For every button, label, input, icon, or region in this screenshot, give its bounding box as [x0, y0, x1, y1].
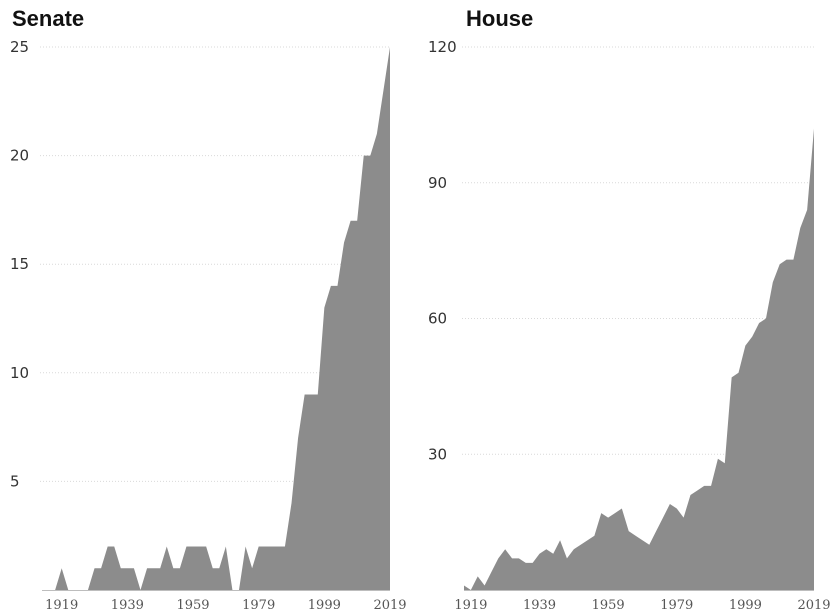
house-x-tick-label: 1959 [592, 598, 625, 613]
house-x-tick-label: 1939 [523, 598, 556, 613]
house-area-series [464, 128, 814, 590]
house-y-tick-label: 60 [428, 310, 447, 328]
house-x-tick-label: 1979 [660, 598, 693, 613]
house-x-tick-label: 1999 [729, 598, 762, 613]
senate-x-tick-label: 1979 [242, 598, 275, 613]
house-area-chart: 30 60 90 120 1919 1939 1959 1979 1999 2019 [428, 38, 831, 613]
senate-x-tick-label: 1939 [111, 598, 144, 613]
senate-chart-panel: Senate 5 10 15 20 25 1919 1939 1959 1979 1999 2019 [0, 0, 410, 615]
senate-y-tick-label: 20 [10, 147, 29, 165]
senate-y-tick-label: 25 [10, 38, 29, 56]
senate-x-tick-label: 1959 [176, 598, 209, 613]
senate-chart-title: Senate [12, 6, 85, 31]
senate-area-series [42, 47, 390, 590]
house-x-tick-label: 1919 [454, 598, 487, 613]
house-chart-title: House [466, 6, 534, 31]
house-y-tick-label: 30 [428, 445, 447, 463]
senate-area-chart: 5 10 15 20 25 1919 1939 1959 1979 1999 2019 [10, 38, 407, 613]
house-x-tick-label: 2019 [797, 598, 830, 613]
house-chart-panel: House 30 60 90 120 1919 1939 1959 1979 1999 2019 [420, 0, 834, 615]
house-y-tick-label: 120 [428, 38, 457, 56]
senate-y-tick-label: 5 [10, 472, 20, 490]
house-y-tick-label: 90 [428, 174, 447, 192]
senate-x-tick-label: 2019 [373, 598, 406, 613]
senate-y-tick-label: 10 [10, 364, 29, 382]
senate-x-tick-label: 1919 [45, 598, 78, 613]
senate-y-tick-label: 15 [10, 255, 29, 273]
senate-x-tick-label: 1999 [308, 598, 341, 613]
